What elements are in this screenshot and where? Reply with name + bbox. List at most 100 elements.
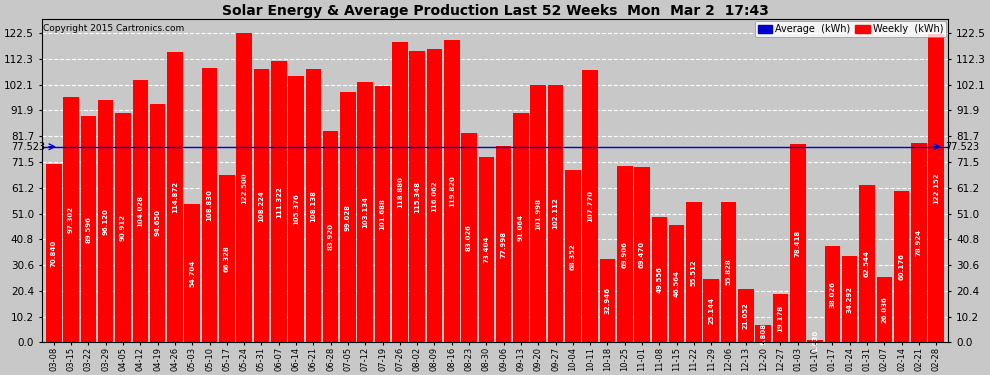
Bar [184,204,200,342]
Text: 69.470: 69.470 [640,241,645,268]
Bar [669,225,684,342]
Bar [513,112,529,342]
Bar [600,259,615,342]
Text: 60.176: 60.176 [899,253,905,280]
Bar [149,104,165,342]
Text: 69.906: 69.906 [622,241,628,268]
Bar [582,70,598,342]
Text: 89.596: 89.596 [85,216,91,243]
Bar [133,80,148,342]
Bar [686,202,702,342]
Bar [894,190,910,342]
Text: 73.404: 73.404 [483,236,489,264]
Text: 118.880: 118.880 [397,176,403,209]
Text: 111.322: 111.322 [276,186,282,218]
Text: 122.500: 122.500 [242,172,248,204]
Bar [478,157,494,342]
Text: Copyright 2015 Cartronics.com: Copyright 2015 Cartronics.com [44,24,185,33]
Bar [98,100,114,342]
Text: 83.026: 83.026 [466,224,472,251]
Text: 107.770: 107.770 [587,190,593,222]
Legend: Average  (kWh), Weekly  (kWh): Average (kWh), Weekly (kWh) [755,21,946,37]
Bar [288,76,304,342]
Text: 119.820: 119.820 [448,175,454,207]
Bar [237,33,251,342]
Text: 46.564: 46.564 [673,270,680,297]
Bar [167,53,183,342]
Bar [63,97,79,342]
Bar [444,40,459,342]
Text: 19.178: 19.178 [777,304,783,332]
Text: 78.924: 78.924 [916,229,922,256]
Bar [409,51,425,342]
Title: Solar Energy & Average Production Last 52 Weeks  Mon  Mar 2  17:43: Solar Energy & Average Production Last 5… [222,4,768,18]
Bar [859,184,875,342]
Bar [876,277,892,342]
Bar [739,289,753,342]
Bar [271,62,286,342]
Text: 54.704: 54.704 [189,260,195,287]
Bar [755,325,771,342]
Text: 25.144: 25.144 [708,297,714,324]
Text: 94.650: 94.650 [154,210,160,237]
Text: 108.224: 108.224 [258,190,264,222]
Text: 78.418: 78.418 [795,230,801,257]
Text: 6.808: 6.808 [760,323,766,345]
Bar [825,246,841,342]
Bar [807,340,823,342]
Text: 115.348: 115.348 [414,181,420,213]
Text: 122.152: 122.152 [934,172,940,204]
Text: 26.036: 26.036 [881,296,887,323]
Bar [635,167,649,342]
Text: 108.138: 108.138 [310,190,317,222]
Text: 91.064: 91.064 [518,214,524,241]
Bar [531,85,546,342]
Bar [253,69,269,342]
Bar [46,164,61,342]
Text: 97.302: 97.302 [68,206,74,233]
Bar [929,34,944,342]
Text: 77.523: 77.523 [944,142,979,152]
Text: 62.544: 62.544 [864,250,870,277]
Text: 66.328: 66.328 [224,245,230,272]
Text: 90.912: 90.912 [120,214,126,241]
Text: 96.120: 96.120 [103,208,109,234]
Text: 77.523: 77.523 [11,142,46,152]
Bar [617,166,633,342]
Bar [911,143,927,342]
Bar [651,217,667,342]
Text: 34.292: 34.292 [846,286,852,313]
Bar [547,85,563,342]
Bar [427,50,443,342]
Text: 21.052: 21.052 [742,303,748,329]
Bar [842,256,857,342]
Bar [461,133,477,342]
Text: 101.998: 101.998 [536,198,542,230]
Text: 38.026: 38.026 [830,281,836,308]
Text: 101.688: 101.688 [379,198,385,230]
Text: 70.840: 70.840 [50,239,56,267]
Bar [219,175,235,342]
Bar [357,82,373,342]
Text: 77.998: 77.998 [501,230,507,258]
Bar [202,68,217,342]
Bar [323,130,339,342]
Bar [115,113,131,342]
Bar [790,144,806,342]
Text: 116.062: 116.062 [432,180,438,212]
Bar [496,146,512,342]
Text: 105.376: 105.376 [293,194,299,225]
Bar [392,42,408,342]
Bar [704,279,719,342]
Text: 55.512: 55.512 [691,259,697,286]
Bar [721,201,737,342]
Bar [375,86,390,342]
Text: 108.830: 108.830 [207,189,213,221]
Text: 49.556: 49.556 [656,266,662,293]
Bar [341,93,355,342]
Text: 68.352: 68.352 [570,243,576,270]
Bar [773,294,788,342]
Text: 32.946: 32.946 [605,287,611,314]
Text: 114.872: 114.872 [172,182,178,213]
Text: 55.828: 55.828 [726,259,732,285]
